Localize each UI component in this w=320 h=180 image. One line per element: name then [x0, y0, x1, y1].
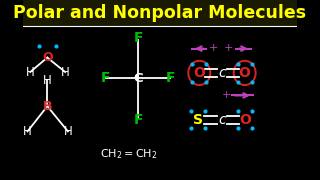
Text: H: H	[43, 74, 52, 87]
Text: O: O	[42, 51, 52, 64]
Text: Polar and Nonpolar Molecules: Polar and Nonpolar Molecules	[13, 4, 307, 22]
Text: B: B	[43, 100, 52, 113]
Text: F: F	[166, 71, 176, 85]
Text: O: O	[239, 66, 251, 80]
Text: c: c	[218, 113, 226, 127]
Text: H: H	[23, 125, 32, 138]
Text: F: F	[133, 31, 143, 45]
Text: +: +	[223, 43, 233, 53]
Text: $\mathregular{CH_2{=}CH_2}$: $\mathregular{CH_2{=}CH_2}$	[100, 147, 157, 161]
Text: O: O	[239, 113, 251, 127]
Text: c: c	[218, 66, 226, 80]
Text: F: F	[100, 71, 110, 85]
Text: F: F	[133, 113, 143, 127]
Text: H: H	[26, 66, 35, 78]
Text: C: C	[133, 72, 143, 85]
FancyBboxPatch shape	[23, 0, 297, 26]
Text: S: S	[193, 113, 203, 127]
Text: +: +	[222, 89, 231, 100]
Text: O: O	[193, 66, 205, 80]
Text: H: H	[61, 66, 69, 78]
Text: +: +	[209, 43, 218, 53]
Text: H: H	[64, 125, 72, 138]
